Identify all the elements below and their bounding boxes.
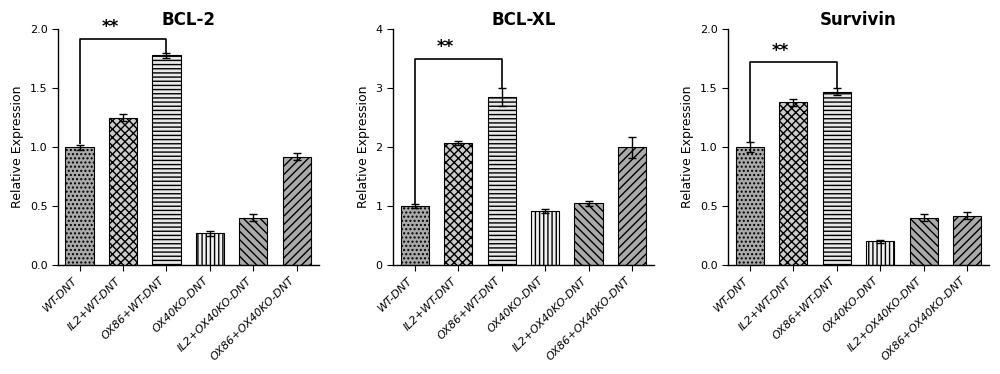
Bar — [866, 242, 894, 265]
Bar — [618, 147, 646, 265]
Bar — [444, 143, 472, 265]
Bar — [401, 206, 429, 265]
Y-axis label: Relative Expression: Relative Expression — [357, 86, 370, 208]
Bar — [736, 147, 764, 265]
Bar — [823, 92, 851, 265]
Title: BCL-XL: BCL-XL — [491, 11, 556, 29]
Bar — [488, 97, 516, 265]
Title: BCL-2: BCL-2 — [161, 11, 215, 29]
Bar — [239, 218, 267, 265]
Bar — [152, 55, 181, 265]
Text: **: ** — [437, 39, 454, 56]
Title: Survivin: Survivin — [820, 11, 897, 29]
Bar — [574, 203, 603, 265]
Text: **: ** — [772, 42, 789, 60]
Bar — [531, 211, 559, 265]
Bar — [65, 147, 94, 265]
Bar — [910, 218, 938, 265]
Y-axis label: Relative Expression: Relative Expression — [11, 86, 24, 208]
Bar — [283, 157, 311, 265]
Bar — [953, 215, 981, 265]
Bar — [779, 102, 807, 265]
Bar — [109, 118, 137, 265]
Bar — [196, 233, 224, 265]
Y-axis label: Relative Expression: Relative Expression — [681, 86, 694, 208]
Text: **: ** — [101, 18, 119, 36]
